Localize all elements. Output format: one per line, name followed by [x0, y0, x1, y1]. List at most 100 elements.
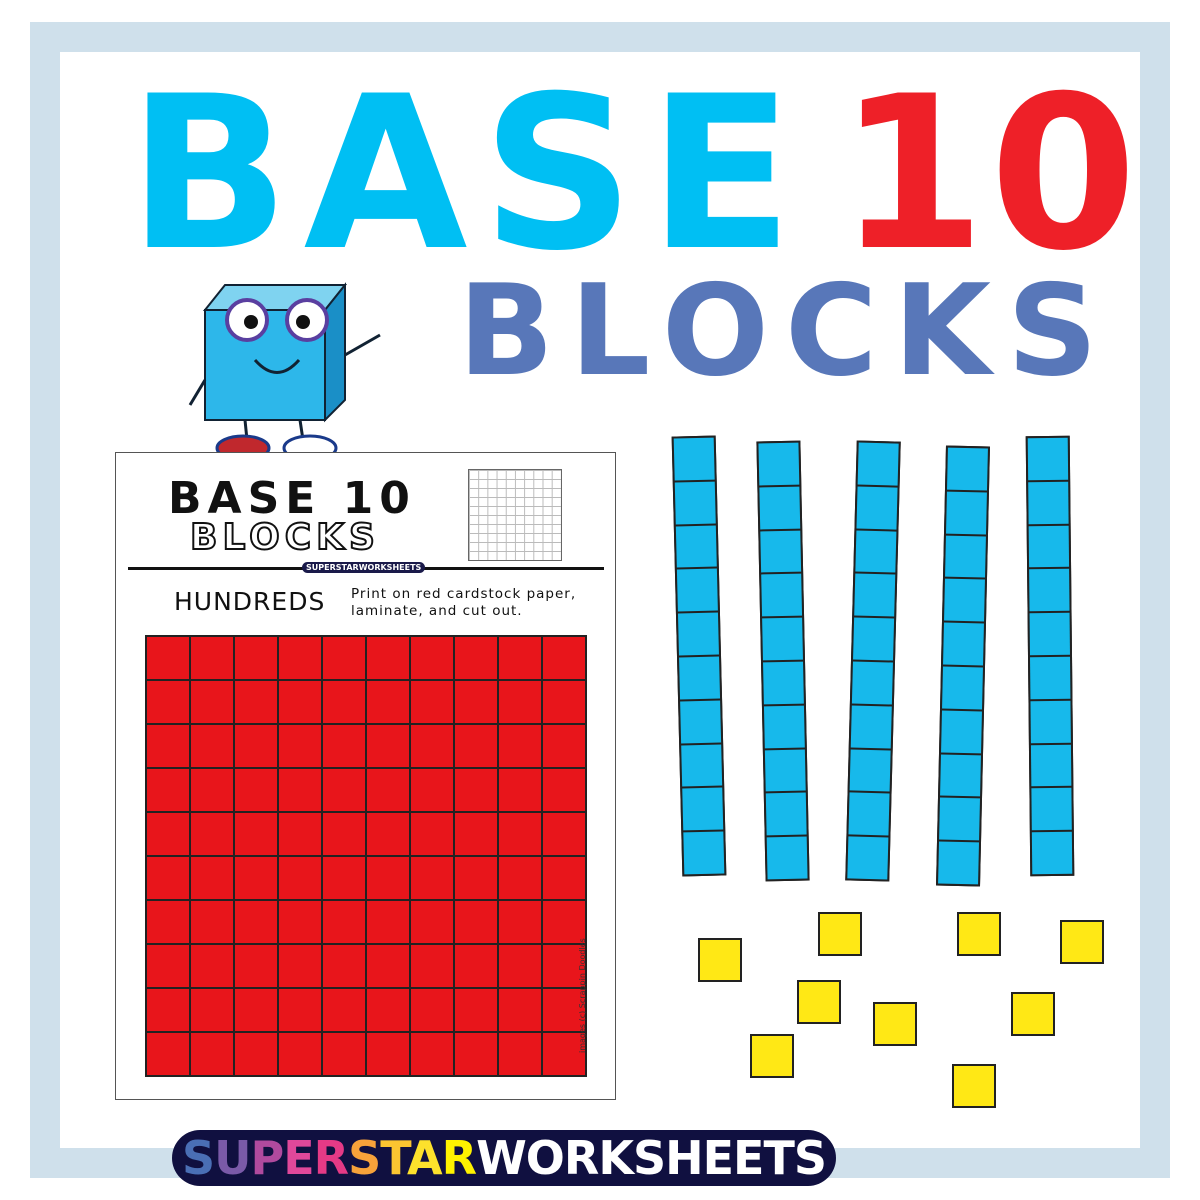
ones-unit	[818, 912, 862, 956]
rod-unit	[1027, 437, 1069, 481]
hundreds-cell	[323, 769, 365, 811]
rod-unit	[942, 666, 983, 710]
rod-unit	[850, 705, 892, 749]
worksheet-heading: HUNDREDS	[174, 587, 326, 616]
tens-rod	[756, 440, 810, 882]
hundreds-cell	[499, 637, 541, 679]
hundreds-cell	[543, 637, 585, 679]
logo-letter: R	[313, 1131, 349, 1185]
rod-unit	[945, 535, 986, 578]
hundreds-cell	[147, 637, 189, 679]
rod-unit	[938, 841, 979, 885]
hundreds-cell	[411, 769, 453, 811]
hundreds-cell	[543, 989, 585, 1031]
hundreds-cell	[147, 769, 189, 811]
hundreds-cell	[279, 681, 321, 723]
rod-unit	[764, 749, 806, 792]
rod-unit	[943, 622, 984, 666]
rod-unit	[676, 568, 718, 612]
rod-unit	[1028, 481, 1069, 524]
hundreds-cell	[279, 725, 321, 767]
hundreds-cell	[499, 989, 541, 1031]
hundreds-cell	[147, 989, 189, 1031]
hundreds-cell	[367, 1033, 409, 1075]
hundreds-cell	[323, 637, 365, 679]
hundreds-cell	[367, 725, 409, 767]
hundreds-cell	[543, 945, 585, 987]
hundreds-cell	[455, 637, 497, 679]
hundreds-cell	[543, 813, 585, 855]
rod-unit	[677, 612, 719, 656]
hundreds-cell	[191, 637, 233, 679]
hundreds-cell	[543, 681, 585, 723]
hundreds-cell	[455, 725, 497, 767]
hundreds-cell	[543, 857, 585, 899]
hundreds-cell	[455, 813, 497, 855]
rod-unit	[1029, 569, 1070, 612]
hundreds-cell	[455, 989, 497, 1031]
rod-unit	[857, 442, 899, 486]
hundreds-cell	[235, 901, 277, 943]
rod-unit	[763, 661, 804, 705]
worksheet-title: BASE 10	[168, 473, 416, 524]
tens-rod	[1025, 435, 1075, 877]
hundreds-cell	[499, 769, 541, 811]
rod-unit	[1028, 525, 1070, 568]
hundreds-cell	[367, 945, 409, 987]
hundreds-cell	[543, 725, 585, 767]
hundreds-cell	[323, 945, 365, 987]
hundreds-cell	[499, 857, 541, 899]
rod-unit	[675, 525, 717, 568]
hundreds-cell	[499, 725, 541, 767]
ones-unit	[873, 1002, 917, 1046]
rod-unit	[762, 617, 803, 661]
hundreds-cell	[367, 901, 409, 943]
hundreds-cell	[543, 901, 585, 943]
hundreds-cell	[191, 769, 233, 811]
hundreds-cell	[455, 681, 497, 723]
hundreds-cell	[147, 857, 189, 899]
rod-unit	[939, 797, 980, 841]
hundreds-cell	[235, 725, 277, 767]
rod-unit	[758, 442, 800, 486]
hundreds-cell	[499, 1033, 541, 1075]
hundreds-worksheet: BASE 10 BLOCKS SUPERSTARWORKSHEETS HUNDR…	[115, 452, 616, 1100]
rod-unit	[853, 617, 895, 661]
hundreds-cell	[191, 857, 233, 899]
hundreds-cell	[499, 681, 541, 723]
logo-letter: A	[407, 1131, 443, 1185]
hundreds-cell	[147, 813, 189, 855]
ones-unit	[1060, 920, 1104, 964]
hundreds-cell	[455, 945, 497, 987]
hundreds-cell	[499, 813, 541, 855]
hundreds-cell	[323, 989, 365, 1031]
logo-letter: T	[380, 1131, 408, 1185]
logo-letter: S	[182, 1131, 215, 1185]
worksheet-subtitle: BLOCKS	[189, 516, 380, 559]
title-ten: 10	[838, 50, 1142, 297]
rod-unit	[947, 447, 988, 491]
hundreds-cell	[147, 681, 189, 723]
hundreds-cell	[147, 901, 189, 943]
rod-unit	[759, 486, 801, 530]
hundreds-cell	[367, 681, 409, 723]
hundreds-cell	[191, 989, 233, 1031]
hundreds-cell	[411, 901, 453, 943]
hundreds-cell	[235, 681, 277, 723]
hundreds-cell	[279, 813, 321, 855]
hundreds-cell	[191, 813, 233, 855]
hundreds-grid	[145, 635, 587, 1077]
superstar-worksheets-logo: SUPERSTARWORKSHEETS	[172, 1130, 836, 1186]
hundreds-cell	[499, 945, 541, 987]
rod-unit	[1031, 788, 1072, 831]
rod-unit	[855, 530, 897, 573]
ones-unit	[750, 1034, 794, 1078]
hundreds-cell	[323, 857, 365, 899]
hundreds-cell	[411, 1033, 453, 1075]
hundreds-cell	[411, 857, 453, 899]
rod-unit	[683, 831, 725, 875]
hundreds-cell	[367, 813, 409, 855]
hundreds-cell	[147, 945, 189, 987]
hundreds-cell	[367, 769, 409, 811]
hundreds-cell	[367, 989, 409, 1031]
